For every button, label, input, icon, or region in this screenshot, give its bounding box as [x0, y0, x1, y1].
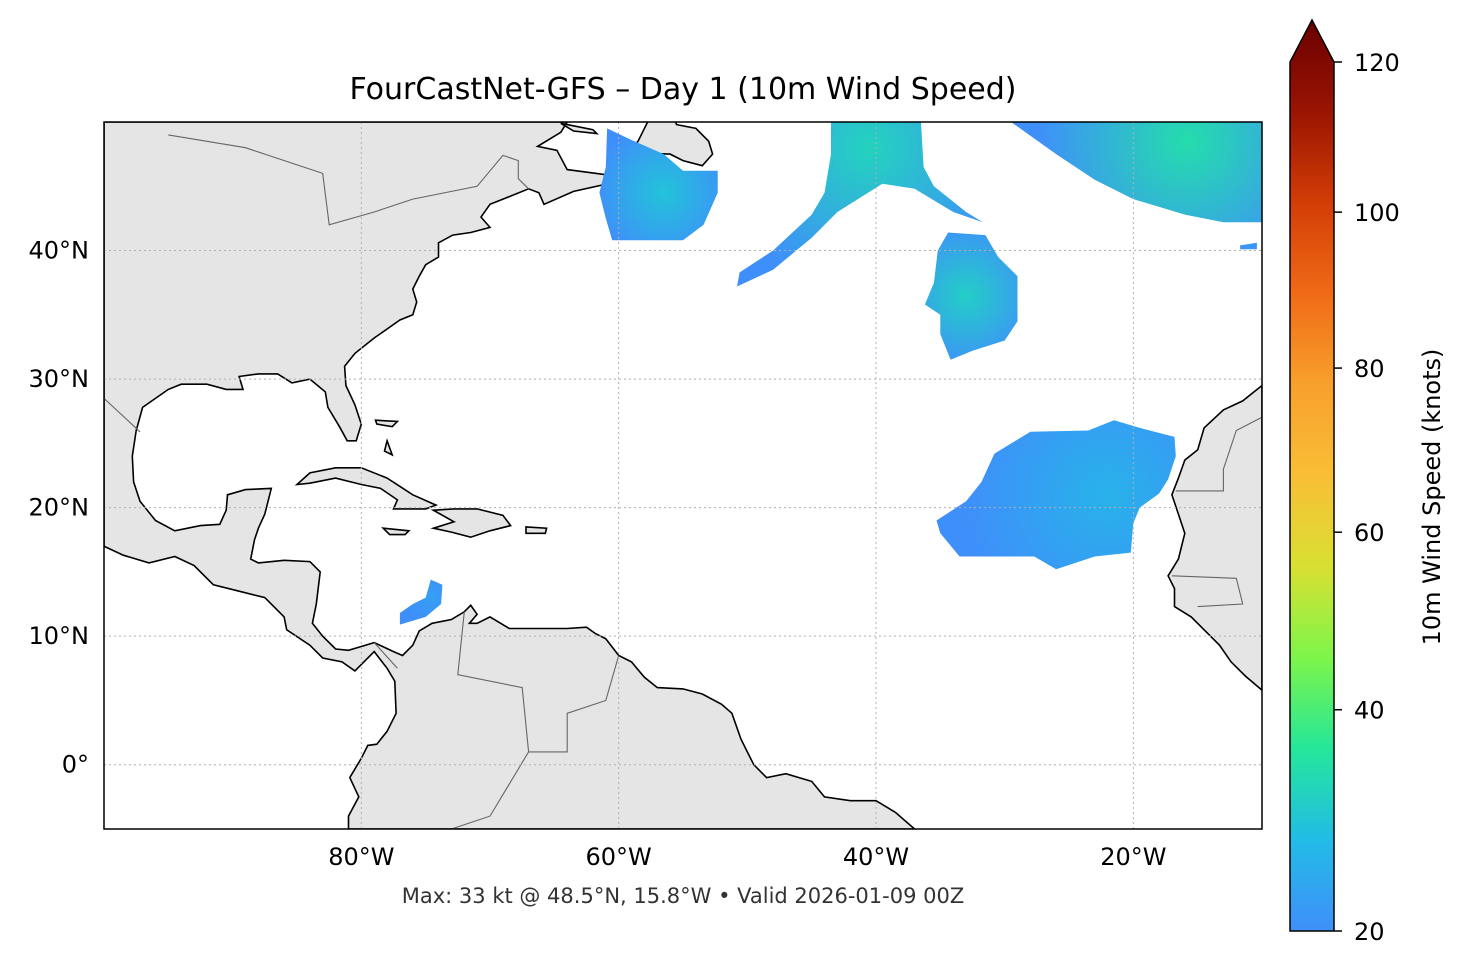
- lon-label: 80°W: [328, 843, 394, 871]
- colorbar-label: 10m Wind Speed (knots): [1418, 349, 1446, 646]
- land-hispaniola: [430, 508, 512, 539]
- colorbar-tick-label: 60: [1354, 519, 1385, 547]
- land-africa: [1167, 384, 1262, 692]
- land-jamaica: [381, 527, 411, 536]
- land-puerto-rico: [525, 526, 548, 535]
- country-border: [168, 134, 529, 226]
- lon-label: 60°W: [586, 843, 652, 871]
- colorbar-tick-label: 40: [1354, 697, 1385, 725]
- lat-label: 10°N: [29, 622, 90, 650]
- wind-region: [924, 232, 1018, 360]
- country-border: [373, 642, 398, 669]
- country-border: [1171, 575, 1244, 608]
- wind-region: [936, 420, 1176, 570]
- country-border: [451, 611, 530, 829]
- land-bahamas-2: [383, 438, 394, 457]
- land-newfoundland: [625, 122, 714, 167]
- wind-region: [1011, 122, 1262, 223]
- lon-label: 40°W: [843, 843, 909, 871]
- lat-label: 0°: [62, 751, 89, 779]
- colorbar-tick-label: 20: [1354, 918, 1385, 946]
- map-frame: [103, 121, 1263, 830]
- land-bahamas-1: [374, 419, 400, 428]
- wind-region: [737, 122, 983, 287]
- chart-title: FourCastNet-GFS – Day 1 (10m Wind Speed): [349, 72, 1016, 107]
- lat-label: 20°N: [29, 494, 90, 522]
- lat-label: 40°N: [29, 237, 90, 265]
- colorbar-tick-label: 80: [1354, 355, 1385, 383]
- gridlines: [104, 122, 1262, 829]
- colorbar: 20 40 60 80 100 120 10m Wind Speed (knots): [1289, 18, 1446, 946]
- axis-labels: 80°W 60°W 40°W 20°W 0° 10°N 20°N 30°N 40°N: [29, 237, 1167, 871]
- country-border: [104, 397, 141, 433]
- land-anticosti: [560, 122, 599, 135]
- wind-layer: [399, 122, 1262, 625]
- land-layer: [104, 122, 1262, 829]
- wind-region: [1240, 242, 1257, 250]
- land-americas: [104, 122, 916, 829]
- lat-label: 30°N: [29, 365, 90, 393]
- colorbar-tick-label: 120: [1354, 49, 1400, 77]
- colorbar-bar: [1289, 18, 1335, 932]
- country-border: [528, 655, 620, 753]
- land-cuba: [294, 466, 439, 510]
- country-border: [1175, 416, 1262, 492]
- map-area: [104, 122, 1262, 829]
- lon-label: 20°W: [1100, 843, 1166, 871]
- wind-region: [399, 579, 443, 625]
- wind-region: [599, 128, 718, 241]
- colorbar-tick-label: 100: [1354, 199, 1400, 227]
- footer-text: Max: 33 kt @ 48.5°N, 15.8°W • Valid 2026…: [402, 884, 965, 908]
